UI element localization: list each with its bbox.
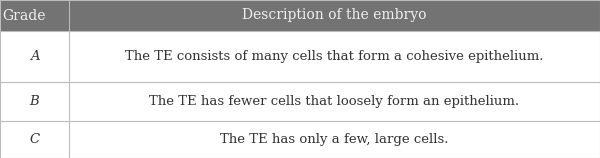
Bar (0, 31, 600, 82)
Bar (0, 0, 600, 31)
Text: A: A (29, 50, 40, 63)
Text: B: B (29, 95, 40, 108)
Text: Grade: Grade (2, 9, 46, 22)
Text: C: C (29, 133, 40, 146)
Text: The TE has only a few, large cells.: The TE has only a few, large cells. (220, 133, 449, 146)
Bar (0, 82, 600, 121)
Text: The TE has fewer cells that loosely form an epithelium.: The TE has fewer cells that loosely form… (149, 95, 520, 108)
Bar (0, 121, 600, 158)
Text: Description of the embryo: Description of the embryo (242, 9, 427, 22)
Text: The TE consists of many cells that form a cohesive epithelium.: The TE consists of many cells that form … (125, 50, 544, 63)
